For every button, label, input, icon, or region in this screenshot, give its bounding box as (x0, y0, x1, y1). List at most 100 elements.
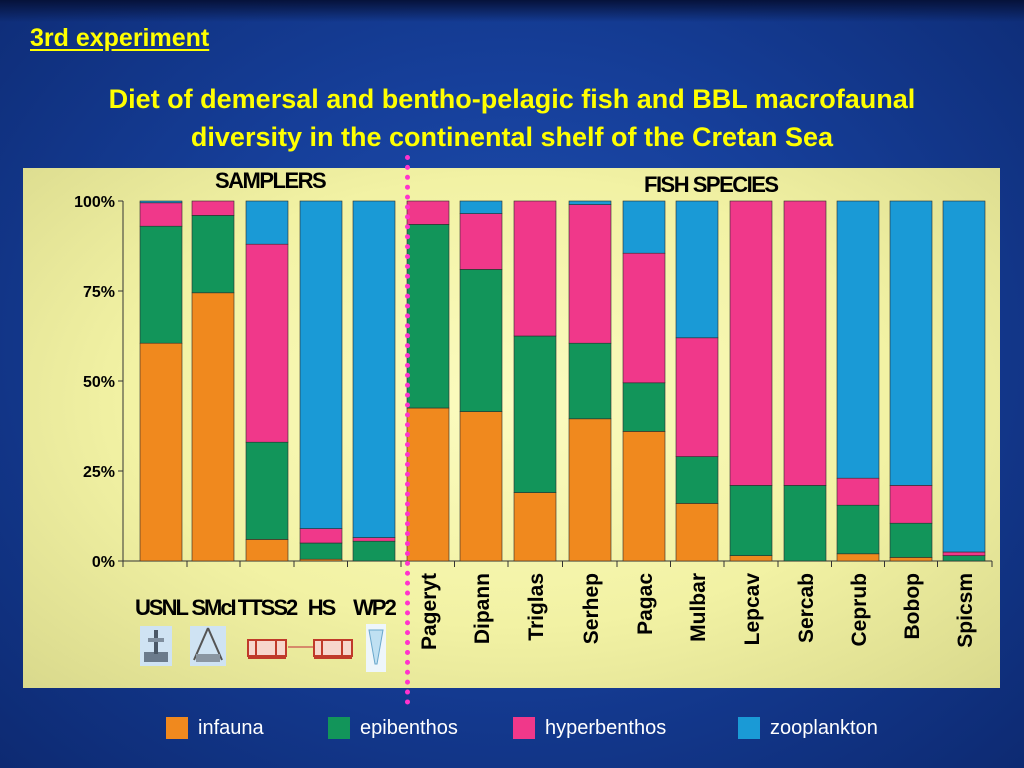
bar-WP2-hyperbenthos (352, 537, 396, 542)
bar-Dipann-zooplankton (459, 200, 503, 214)
top-band (0, 0, 1024, 22)
x-label-Lepcav: Lepcav (741, 573, 764, 646)
y-tick-label-2: 50% (83, 374, 115, 391)
tow-line (288, 646, 316, 648)
plankton-net-icon (366, 624, 386, 672)
bar-Bobop-hyperbenthos (889, 485, 933, 524)
bar-Bobop-zooplankton (889, 200, 933, 486)
slide-kicker: 3rd experiment (30, 24, 210, 52)
bar-Ceprub-infauna (836, 553, 880, 562)
bar-Mulbar-hyperbenthos (675, 337, 719, 457)
x-label-Bobop: Bobop (901, 573, 924, 639)
bar-Pagac-infauna (622, 431, 666, 562)
bar-HS-epibenthos (299, 542, 343, 560)
bar-SMcI-hyperbenthos (191, 200, 235, 216)
x-label-TTSS2: TTSS2 (238, 595, 298, 620)
legend-label-epibenthos: epibenthos (360, 716, 458, 739)
bar-Pageryt-epibenthos (406, 224, 450, 409)
bar-Lepcav-hyperbenthos (729, 200, 773, 486)
bar-Mulbar-infauna (675, 503, 719, 562)
bar-TTSS2-zooplankton (245, 200, 289, 245)
bar-Pagac-epibenthos (622, 382, 666, 432)
bar-SMcI-epibenthos (191, 215, 235, 294)
x-label-Spicsm: Spicsm (954, 573, 977, 648)
x-label-HS: HS (308, 595, 336, 620)
samplers-group-label: SAMPLERS (215, 168, 327, 193)
bar-Triglas-infauna (513, 492, 557, 562)
x-label-Sercab: Sercab (795, 573, 818, 643)
bar-Pageryt-infauna (406, 407, 450, 562)
bar-Ceprub-zooplankton (836, 200, 880, 479)
legend-label-zooplankton: zooplankton (770, 716, 878, 739)
bar-TTSS2-hyperbenthos (245, 243, 289, 443)
bar-USNL-zooplankton (139, 200, 183, 204)
bar-Serhep-epibenthos (568, 342, 612, 420)
grab-sampler-icon (190, 626, 226, 666)
bar-Sercab-hyperbenthos (783, 200, 827, 486)
bar-Pageryt-hyperbenthos (406, 200, 450, 225)
bar-Mulbar-epibenthos (675, 456, 719, 504)
y-tick-label-4: 100% (74, 194, 115, 211)
x-label-Dipann: Dipann (471, 573, 494, 644)
bar-Lepcav-infauna (729, 555, 773, 562)
legend-label-infauna: infauna (198, 716, 264, 739)
x-label-Serhep: Serhep (580, 573, 603, 644)
chart-legend: infauna epibenthos hyperbenthos zooplank… (0, 714, 1024, 742)
bar-Lepcav-epibenthos (729, 485, 773, 556)
bar-Serhep-zooplankton (568, 200, 612, 205)
bar-SMcI-infauna (191, 292, 235, 562)
fish-species-group-label: FISH SPECIES (644, 172, 779, 197)
bar-Mulbar-zooplankton (675, 200, 719, 339)
bar-USNL-infauna (139, 342, 183, 562)
x-label-Pagac: Pagac (634, 573, 657, 635)
bar-HS-zooplankton (299, 200, 343, 529)
bar-Serhep-hyperbenthos (568, 204, 612, 344)
bar-Bobop-infauna (889, 557, 933, 562)
bar-TTSS2-infauna (245, 539, 289, 562)
y-tick-label-3: 75% (83, 284, 115, 301)
bar-Dipann-epibenthos (459, 269, 503, 412)
bar-HS-hyperbenthos (299, 528, 343, 544)
bar-Spicsm-hyperbenthos (942, 551, 986, 556)
bar-Ceprub-epibenthos (836, 504, 880, 555)
bar-USNL-epibenthos (139, 225, 183, 344)
x-label-Ceprub: Ceprub (848, 573, 871, 647)
bar-Pagac-zooplankton (622, 200, 666, 254)
x-label-USNL: USNL (135, 595, 188, 620)
y-tick-label-0: 0% (92, 554, 115, 571)
x-label-SMcI: SMcI (191, 595, 235, 620)
sledge-sampler-icon (140, 626, 172, 666)
legend-item-hyperbenthos: hyperbenthos (513, 714, 666, 742)
sledge-net-icon-2 (313, 639, 353, 659)
bar-Bobop-epibenthos (889, 522, 933, 558)
bar-Spicsm-epibenthos (942, 555, 986, 562)
sledge-net-icon (247, 639, 287, 659)
bar-Ceprub-hyperbenthos (836, 477, 880, 506)
legend-swatch-hyperbenthos (513, 717, 535, 739)
bar-Serhep-infauna (568, 418, 612, 562)
legend-swatch-epibenthos (328, 717, 350, 739)
bar-Triglas-epibenthos (513, 335, 557, 493)
bar-Sercab-epibenthos (783, 485, 827, 562)
bar-WP2-epibenthos (352, 540, 396, 562)
x-label-Pageryt: Pageryt (418, 573, 441, 650)
x-label-Mulbar: Mulbar (687, 573, 710, 642)
bar-USNL-hyperbenthos (139, 202, 183, 227)
bar-Triglas-hyperbenthos (513, 200, 557, 337)
legend-item-infauna: infauna (166, 714, 264, 742)
x-label-Triglas: Triglas (525, 573, 548, 641)
legend-swatch-zooplankton (738, 717, 760, 739)
bar-TTSS2-epibenthos (245, 441, 289, 540)
group-divider (405, 155, 410, 705)
legend-swatch-infauna (166, 717, 188, 739)
title-line-1: Diet of demersal and bentho-pelagic fish… (108, 84, 916, 114)
legend-item-zooplankton: zooplankton (738, 714, 878, 742)
bar-Dipann-infauna (459, 411, 503, 562)
y-tick-label-1: 25% (83, 464, 115, 481)
bar-WP2-zooplankton (352, 200, 396, 538)
x-label-WP2: WP2 (353, 595, 396, 620)
bar-Pagac-hyperbenthos (622, 252, 666, 384)
bar-Spicsm-zooplankton (942, 200, 986, 553)
title-line-2: diversity in the continental shelf of th… (190, 122, 834, 152)
